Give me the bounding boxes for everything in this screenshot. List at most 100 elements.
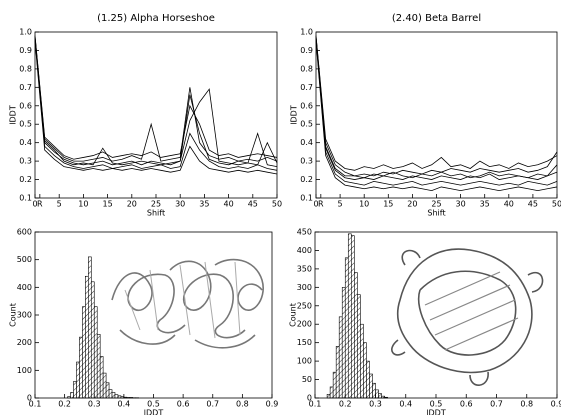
histogram-bar xyxy=(105,382,110,399)
x-tick-label: 5 xyxy=(338,200,343,209)
y-tick-label: 150 xyxy=(297,338,312,347)
x-tick-label: 25 xyxy=(151,200,161,209)
y-tick-label: 300 xyxy=(297,283,312,292)
y-tick-label: 250 xyxy=(297,301,312,310)
panel: lDDT Count 0.1 0.2 0.3 0.4 0.5 0.6 0.7 0.8 0.9 0 50 1… xyxy=(289,228,561,415)
x-tick-label: 30 xyxy=(456,200,466,209)
x-tick-label: R xyxy=(37,200,43,209)
histogram-bar xyxy=(329,386,334,399)
chart-title: (2.40) Beta Barrel xyxy=(392,13,481,24)
x-tick-label: 0.3 xyxy=(369,400,382,409)
histogram-bar xyxy=(88,256,92,399)
y-tick-label: 0.8 xyxy=(19,64,32,73)
histogram-bar xyxy=(357,294,361,399)
y-tick-label: 50 xyxy=(302,375,312,384)
x-tick-label: 25 xyxy=(431,200,441,209)
x-axis-label: lDDT xyxy=(144,409,164,415)
y-tick-label: 0 xyxy=(27,394,32,403)
x-tick-label: 0.4 xyxy=(118,400,131,409)
x-tick-label: 0.4 xyxy=(399,400,412,409)
y-tick-label: 0.5 xyxy=(300,120,313,129)
x-tick-label: 35 xyxy=(199,200,209,209)
histogram-bar xyxy=(344,257,349,399)
panel: lDDT Count 0.1 0.2 0.3 0.4 0.5 0.6 0.7 0.8 0.9 0 100… xyxy=(9,228,279,415)
y-tick-label: 200 xyxy=(17,338,32,347)
histogram-bar xyxy=(354,272,358,399)
y-tick-label: 0.5 xyxy=(19,120,32,129)
x-tick-label: 0.7 xyxy=(490,400,503,409)
histogram-bar xyxy=(347,233,352,399)
panel: (2.40) Beta Barrel Shift lDDT 0 R 5 10 15 20 25 30… xyxy=(290,13,561,218)
x-tick-label: 0.5 xyxy=(430,400,443,409)
data-line xyxy=(34,35,278,160)
y-tick-label: 400 xyxy=(297,246,312,255)
histogram-bar xyxy=(96,334,101,399)
y-tick-label: 100 xyxy=(297,357,312,366)
histogram-bar xyxy=(363,342,367,399)
y-tick-label: 0.4 xyxy=(300,138,313,147)
histogram-bar xyxy=(366,360,370,399)
data-line xyxy=(315,37,558,180)
chart-title: (1.25) Alpha Horseshoe xyxy=(97,13,215,24)
data-line xyxy=(315,41,558,192)
y-tick-label: 1.0 xyxy=(19,28,32,37)
histogram-bar xyxy=(360,323,364,399)
y-tick-label: 0.8 xyxy=(300,64,313,73)
x-tick-label: 0.8 xyxy=(236,400,249,409)
y-tick-label: 500 xyxy=(17,255,32,264)
y-tick-label: 0.9 xyxy=(19,46,32,55)
y-tick-label: 450 xyxy=(297,228,312,237)
histogram-bar xyxy=(114,394,119,399)
data-line xyxy=(34,37,278,166)
y-tick-label: 0.4 xyxy=(19,138,32,147)
panel: (1.25) Alpha Horseshoe Shift lDDT 0 R 5 10 15 20… xyxy=(9,13,283,218)
data-line xyxy=(315,37,558,179)
data-line xyxy=(315,39,558,186)
x-tick-label: 0.5 xyxy=(147,400,160,409)
x-tick-label: 5 xyxy=(57,200,62,209)
x-axis-label: Shift xyxy=(147,209,165,218)
x-tick-label: 0 xyxy=(32,200,37,209)
y-tick-label: 0.2 xyxy=(19,175,32,184)
histogram-bar xyxy=(369,373,373,399)
x-axis-label: lDDT xyxy=(426,409,446,415)
x-tick-label: 35 xyxy=(480,200,490,209)
y-tick-label: 600 xyxy=(17,228,32,237)
x-tick-label: 20 xyxy=(407,200,417,209)
histogram-bar xyxy=(350,235,355,399)
y-tick-label: 200 xyxy=(297,320,312,329)
x-tick-label: 50 xyxy=(552,200,561,209)
histogram-bar xyxy=(326,394,331,399)
x-tick-label: 0.7 xyxy=(206,400,219,409)
protein-illustration-beta xyxy=(391,248,544,386)
x-tick-label: 0.9 xyxy=(266,400,279,409)
x-tick-label: 50 xyxy=(272,200,282,209)
histogram-bar xyxy=(93,306,98,399)
x-tick-label: 0.8 xyxy=(520,400,533,409)
x-tick-label: 40 xyxy=(224,200,234,209)
y-tick-label: 0.9 xyxy=(300,46,313,55)
y-tick-label: 0.6 xyxy=(19,101,32,110)
y-tick-label: 0.7 xyxy=(300,83,313,92)
y-tick-label: 350 xyxy=(297,264,312,273)
histogram-bar xyxy=(90,281,95,399)
x-tick-label: 0.1 xyxy=(309,400,322,409)
histogram-bar xyxy=(341,287,346,399)
histogram-bar xyxy=(73,381,77,399)
data-line xyxy=(315,35,558,171)
x-tick-label: 15 xyxy=(103,200,113,209)
x-tick-label: 45 xyxy=(248,200,258,209)
x-tick-label: 0.9 xyxy=(551,400,561,409)
y-tick-label: 0.1 xyxy=(300,194,313,203)
data-line xyxy=(34,39,278,171)
data-line xyxy=(315,35,558,177)
x-tick-label: 40 xyxy=(504,200,514,209)
histogram-bar xyxy=(335,346,340,399)
x-tick-label: 20 xyxy=(127,200,137,209)
histogram-bar xyxy=(378,393,382,399)
histogram-bar xyxy=(375,389,379,399)
x-axis-label: Shift xyxy=(427,209,445,218)
histogram-bar xyxy=(111,392,116,399)
histogram-bar xyxy=(85,275,89,399)
y-tick-label: 0.7 xyxy=(19,83,32,92)
